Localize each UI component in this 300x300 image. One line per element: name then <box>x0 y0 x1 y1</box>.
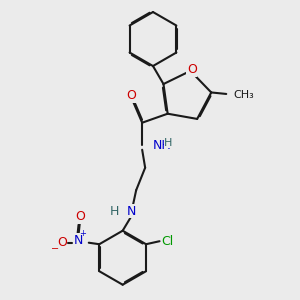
Text: O: O <box>75 210 85 223</box>
Text: N: N <box>127 205 136 218</box>
Text: O: O <box>187 63 197 76</box>
Text: O: O <box>57 236 67 249</box>
Text: O: O <box>127 89 136 102</box>
Text: NH: NH <box>153 139 171 152</box>
Text: N: N <box>74 234 83 247</box>
Text: H: H <box>164 138 172 148</box>
Text: −: − <box>51 244 59 254</box>
Text: CH₃: CH₃ <box>233 91 254 100</box>
Text: H: H <box>110 205 119 218</box>
Text: Cl: Cl <box>161 235 174 248</box>
Text: +: + <box>79 229 86 238</box>
